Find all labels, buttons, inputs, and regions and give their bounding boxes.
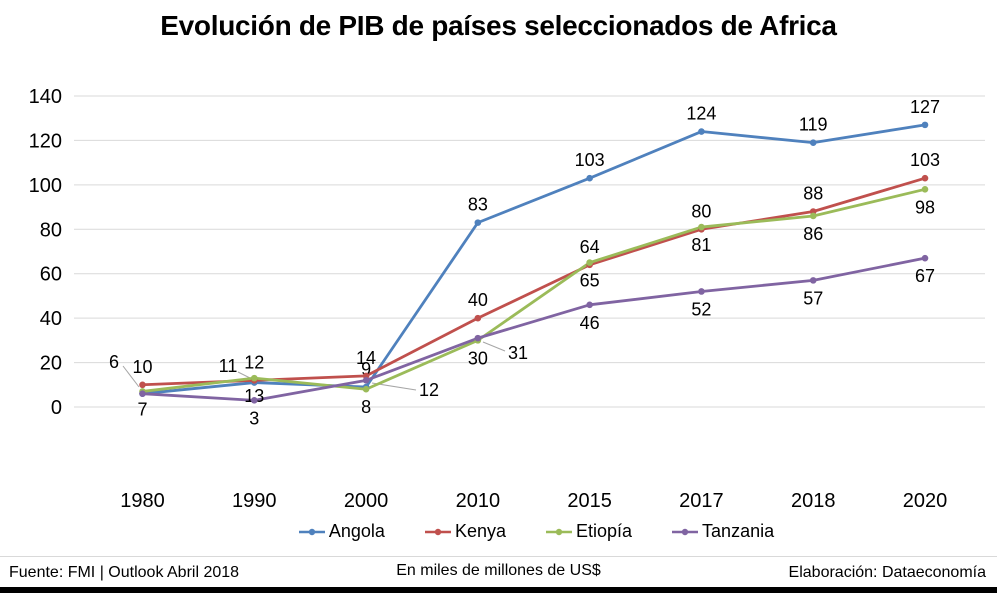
data-point-etiopia (809, 212, 817, 220)
data-point-tanzania (139, 390, 146, 397)
data-point-angola (698, 128, 705, 135)
legend-marker-icon (424, 528, 451, 535)
data-label-etiopia: 81 (691, 235, 711, 255)
data-point-tanzania (921, 254, 929, 262)
y-tick-label: 100 (29, 175, 62, 197)
data-label-kenya: 10 (132, 357, 152, 377)
data-label-angola: 124 (686, 104, 716, 124)
units-note: En miles de millones de US$ (396, 562, 601, 579)
data-point-angola (586, 174, 593, 182)
data-label-kenya: 80 (691, 201, 711, 221)
x-tick-label: 1990 (232, 490, 277, 512)
data-label-kenya: 12 (244, 352, 264, 372)
legend-label: Etiopía (576, 521, 633, 541)
data-label-tanzania: 46 (580, 313, 600, 333)
series-line-tanzania (141, 256, 927, 402)
legend-marker-icon (672, 528, 699, 535)
data-label-etiopia: 7 (137, 399, 147, 419)
data-point-etiopia (586, 259, 593, 266)
chart-legend: Angola Kenya Etiopía Tanzania (38, 521, 997, 542)
data-label-tanzania: 3 (249, 408, 259, 428)
data-point-etiopia (362, 385, 370, 393)
data-point-tanzania (250, 397, 258, 404)
x-tick-label: 2020 (903, 490, 948, 512)
data-label-tanzania: 57 (803, 288, 823, 308)
data-label-angola: 83 (468, 195, 488, 215)
legend-item-tanzania: Tanzania (672, 521, 774, 542)
legend-label: Tanzania (702, 521, 775, 541)
y-tick-label: 80 (40, 219, 62, 241)
data-point-etiopia (921, 186, 929, 193)
data-label-tanzania: 52 (691, 299, 711, 319)
x-tick-label: 1980 (120, 490, 165, 512)
data-label-angola: 11 (219, 356, 238, 376)
label-leader-line (122, 365, 140, 388)
data-label-etiopia: 86 (803, 224, 823, 244)
data-point-tanzania (809, 277, 817, 284)
legend-marker-icon (546, 528, 572, 535)
data-point-angola (809, 139, 817, 146)
data-label-kenya: 14 (356, 348, 376, 368)
legend-label: Angola (328, 521, 385, 541)
data-point-tanzania (474, 334, 482, 342)
data-point-tanzania (698, 288, 705, 295)
series-line-angola (141, 123, 927, 396)
data-label-angola: 103 (575, 150, 605, 170)
x-tick-label: 2018 (791, 490, 836, 512)
data-point-tanzania (362, 377, 370, 384)
data-label-angola: 127 (910, 97, 940, 117)
data-label-etiopia: 30 (468, 348, 488, 368)
x-tick-label: 2017 (679, 490, 724, 512)
y-tick-label: 60 (40, 264, 62, 286)
y-tick-label: 40 (40, 308, 62, 330)
legend-marker-icon (298, 528, 325, 535)
data-point-angola (474, 219, 482, 226)
legend-label: Kenya (454, 521, 506, 541)
x-tick-label: 2010 (456, 490, 501, 512)
data-point-tanzania (586, 301, 593, 309)
data-point-kenya (921, 174, 929, 182)
y-tick-label: 140 (29, 86, 62, 108)
data-point-etiopia (698, 223, 705, 231)
series-line-etiopia (141, 187, 927, 393)
chart-footer: Fuente: FMI | Outlook Abril 2018 En mile… (0, 556, 997, 588)
legend-item-angola: Angola (298, 521, 385, 542)
data-label-kenya: 40 (468, 290, 488, 310)
data-label-tanzania: 67 (915, 266, 935, 286)
data-point-etiopia (250, 374, 258, 382)
x-tick-label: 2015 (567, 490, 612, 512)
y-tick-label: 120 (29, 130, 62, 152)
data-label-etiopia: 13 (244, 386, 264, 406)
data-label-angola: 119 (799, 115, 828, 135)
data-label-etiopia: 8 (361, 397, 371, 417)
source-note: Fuente: FMI | Outlook Abril 2018 (9, 564, 240, 581)
x-tick-label: 2000 (344, 490, 389, 512)
legend-item-kenya: Kenya (424, 521, 506, 542)
data-point-kenya (474, 314, 482, 322)
y-tick-label: 0 (51, 397, 62, 419)
label-leader-line (482, 341, 506, 352)
data-point-kenya (139, 381, 146, 389)
data-point-angola (921, 121, 929, 129)
data-label-angola: 6 (109, 352, 119, 372)
legend-item-etiopia: Etiopía (546, 521, 632, 542)
data-label-kenya: 103 (910, 150, 940, 170)
data-label-etiopia: 98 (915, 197, 935, 217)
data-label-etiopia: 65 (580, 271, 600, 291)
y-tick-label: 20 (40, 353, 62, 375)
chart-title: Evolución de PIB de países seleccionados… (160, 10, 837, 41)
credit-note: Elaboración: Dataeconomía (788, 564, 986, 581)
data-label-angola: 9 (361, 359, 371, 379)
data-label-tanzania: 12 (419, 380, 439, 400)
bottom-bar (0, 587, 997, 593)
data-label-kenya: 64 (580, 237, 600, 257)
data-label-kenya: 88 (803, 184, 823, 204)
data-label-tanzania: 31 (508, 343, 528, 363)
